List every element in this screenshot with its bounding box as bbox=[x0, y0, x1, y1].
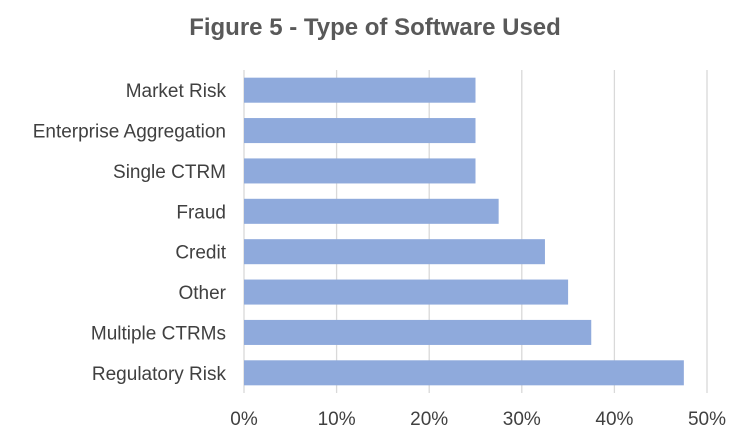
category-label: Regulatory Risk bbox=[92, 364, 227, 385]
category-label: Credit bbox=[175, 243, 226, 264]
bar-credit bbox=[244, 239, 545, 265]
bar-fraud bbox=[244, 198, 499, 224]
category-label: Multiple CTRMs bbox=[91, 323, 226, 344]
chart-title: Figure 5 - Type of Software Used bbox=[189, 14, 561, 41]
category-label: Single CTRM bbox=[113, 162, 226, 183]
x-tick-label: 50% bbox=[688, 409, 726, 430]
category-label: Fraud bbox=[176, 202, 226, 223]
x-tick-label: 30% bbox=[503, 409, 541, 430]
category-label: Market Risk bbox=[126, 81, 227, 102]
x-tick-labels: 0% 10% 20% 30% 40% 50% bbox=[230, 409, 726, 430]
bar-other bbox=[244, 279, 569, 305]
x-tick-label: 10% bbox=[318, 409, 356, 430]
category-label: Other bbox=[178, 283, 226, 304]
bar-market-risk bbox=[244, 77, 476, 103]
bars bbox=[244, 77, 684, 386]
x-tick-label: 40% bbox=[595, 409, 633, 430]
bar-regulatory-risk bbox=[244, 360, 684, 386]
category-labels: Market Risk Enterprise Aggregation Single … bbox=[33, 81, 227, 385]
x-tick-label: 20% bbox=[410, 409, 448, 430]
category-label: Enterprise Aggregation bbox=[33, 122, 226, 143]
bar-multiple-ctrms bbox=[244, 319, 592, 345]
x-tick-label: 0% bbox=[230, 409, 258, 430]
bar-enterprise-aggregation bbox=[244, 118, 476, 144]
bar-single-ctrm bbox=[244, 158, 476, 184]
